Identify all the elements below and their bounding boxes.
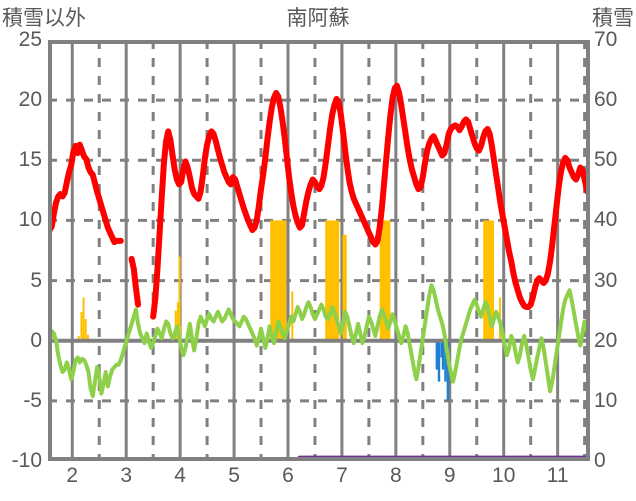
left-axis-unit-label: 積雪以外 <box>2 7 86 30</box>
x-axis-tick: 6 <box>282 464 294 487</box>
right-axis-tick: 50 <box>594 148 618 172</box>
right-axis-tick: 10 <box>594 388 618 412</box>
right-axis-tick: 0 <box>594 449 606 472</box>
left-axis-tick: 20 <box>18 88 42 112</box>
right-axis-tick: 70 <box>594 28 618 51</box>
left-axis-tick: 15 <box>18 148 42 172</box>
snow-bars <box>435 340 450 401</box>
x-axis-tick: 4 <box>174 464 186 487</box>
x-axis-tick: 11 <box>546 464 569 487</box>
left-axis-tick: 10 <box>18 208 42 232</box>
x-axis-tick: 10 <box>492 464 516 487</box>
x-axis-tick: 8 <box>390 464 402 487</box>
chart-canvas <box>48 40 590 461</box>
temperature-series-line <box>48 82 590 320</box>
left-axis-tick: -10 <box>11 449 42 472</box>
secondary-series-line <box>48 283 590 399</box>
right-axis-tick: 40 <box>594 208 618 232</box>
x-axis-tick: 7 <box>336 464 348 487</box>
left-axis-tick: -5 <box>23 388 42 412</box>
x-axis-tick: 2 <box>66 464 79 487</box>
gridlines <box>48 40 590 461</box>
x-axis-tick: 3 <box>120 464 133 487</box>
right-axis-tick: 30 <box>594 268 618 292</box>
left-axis-tick: 25 <box>18 28 42 51</box>
left-axis-tick: 0 <box>30 328 42 352</box>
right-axis-tick: 20 <box>594 328 618 352</box>
right-axis-tick: 60 <box>594 88 618 112</box>
left-axis-tick: 5 <box>30 268 42 292</box>
x-axis-tick: 9 <box>443 464 456 487</box>
page-title: 南阿蘇 <box>286 7 350 30</box>
plot-area <box>48 40 590 461</box>
right-axis-unit-label: 積雪 <box>592 7 634 30</box>
x-axis-tick: 5 <box>228 464 240 487</box>
